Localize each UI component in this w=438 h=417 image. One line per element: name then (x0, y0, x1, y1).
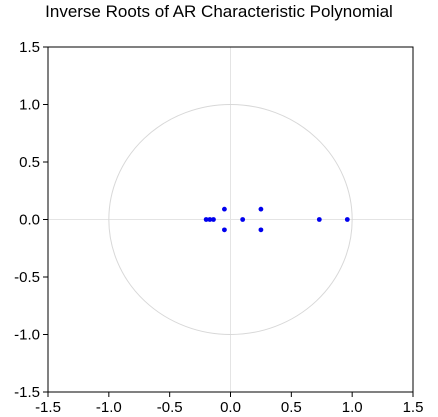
root-point-10 (344, 217, 350, 222)
root-point-7 (258, 206, 264, 212)
root-point-8 (258, 227, 264, 233)
root-point-2 (207, 217, 213, 222)
chart-title: Inverse Roots of AR Characteristic Polyn… (45, 2, 393, 21)
guides-layer (48, 47, 413, 392)
x-tick-label: 0.0 (220, 399, 241, 416)
y-tick-label: 0.0 (19, 212, 40, 229)
y-tick-label: 1.5 (19, 39, 40, 56)
points-layer (203, 206, 350, 233)
root-point-5 (222, 227, 227, 233)
x-tick-label: -1.5 (35, 399, 61, 416)
unit-circle (108, 104, 353, 335)
root-point-1 (203, 217, 209, 222)
x-tick-label: -0.5 (157, 399, 183, 416)
y-tick-label: -0.5 (14, 269, 40, 286)
root-point-3 (211, 217, 216, 222)
x-tick-label: 0.5 (281, 399, 302, 416)
root-point-6 (240, 217, 246, 222)
root-point-9 (316, 217, 322, 222)
y-tick-label: -1.5 (14, 384, 40, 401)
x-tick-label: 1.0 (342, 399, 363, 416)
ticks-layer: -1.5 -1.0 -0.5 0.0 0.5 1.0 1.5 -1.5 -1.0 -0.5 0.0 0… (14, 39, 423, 416)
y-tick-label: 0.5 (19, 154, 40, 171)
x-tick-label: 1.5 (403, 399, 424, 416)
y-tick-label: 1.0 (19, 97, 40, 114)
y-tick-label: -1.0 (14, 327, 40, 344)
root-point-4 (222, 206, 227, 212)
x-tick-label: -1.0 (96, 399, 122, 416)
